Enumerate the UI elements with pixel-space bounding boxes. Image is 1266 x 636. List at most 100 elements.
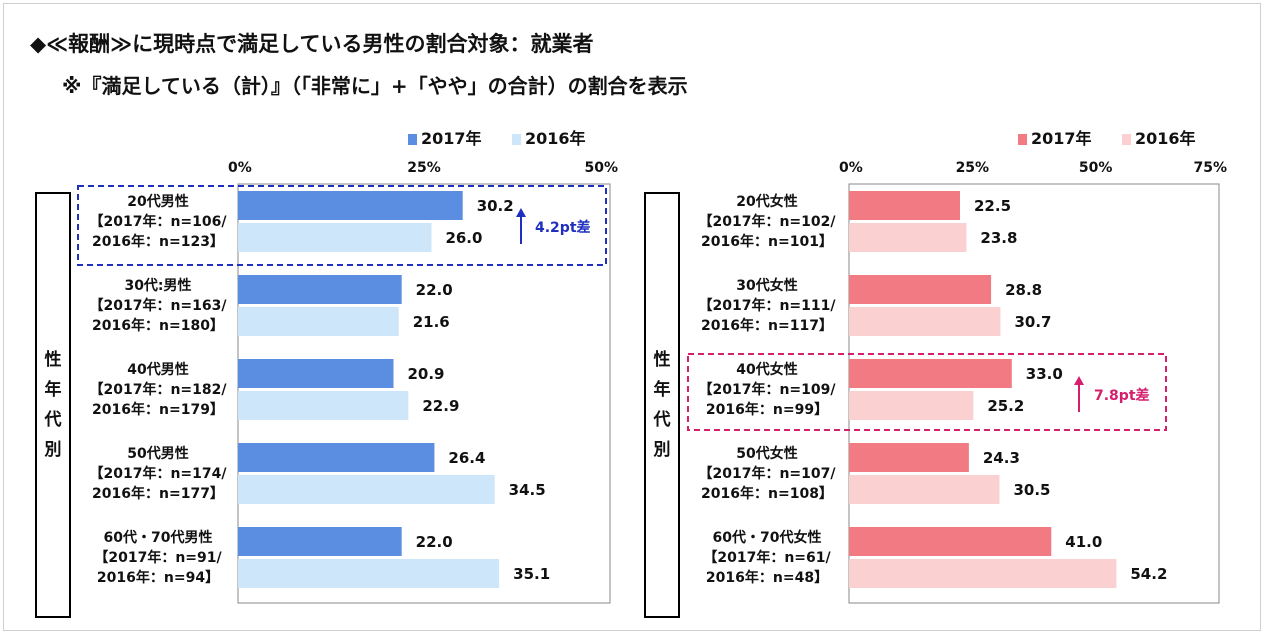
bar [238,443,435,472]
legend-entry: 2016年 [1135,129,1196,148]
category-label: 60代・70代男性 [104,529,213,546]
category-sample-size: 2016年：n=179】 [92,401,224,418]
bar [238,527,402,556]
data-label: 54.2 [1130,565,1167,583]
category-sample-size: 2016年：n=48】 [706,569,828,586]
x-tick-label: 50% [1079,160,1113,176]
data-label: 34.5 [509,481,546,499]
legend-entry: 2016年 [525,129,586,148]
category-label: 20代女性 [736,193,797,210]
category-sample-size: 【2017年：n=107/ [699,465,837,482]
category-sample-size: 【2017年：n=91/ [94,549,222,566]
category-label: 60代・70代女性 [713,529,822,546]
data-label: 20.9 [407,365,444,383]
category-label: 50代男性 [127,445,188,462]
category-label: 30代女性 [736,277,797,294]
side-label-char: 性 [44,350,62,370]
data-label: 26.4 [448,449,485,467]
category-sample-size: 2016年：n=177】 [92,485,224,502]
category-sample-size: 2016年：n=99】 [706,401,828,418]
bar [238,191,463,220]
bar [849,527,1052,556]
bar [849,223,967,252]
arrow-up-icon [516,208,526,217]
bar [238,275,402,304]
highlight-box [687,353,1167,431]
data-label: 28.8 [1005,281,1042,299]
side-label-left: 性 年 代 別 [35,192,71,618]
data-label: 22.5 [974,197,1011,215]
data-label: 41.0 [1065,533,1102,551]
category-sample-size: 2016年：n=123】 [92,233,224,250]
bar [238,559,500,588]
category-sample-size: 【2017年：n=182/ [90,381,228,398]
bar [849,359,1012,388]
category-sample-size: 2016年：n=117】 [701,317,833,334]
side-label-char: 性 [653,350,671,370]
legend-swatch [408,134,417,145]
bar [849,307,1001,336]
category-sample-size: 【2017年：n=111/ [699,297,837,314]
x-tick-label: 0% [228,160,252,176]
legend-swatch [1122,134,1131,145]
category-sample-size: 2016年：n=180】 [92,317,224,334]
bar [238,223,432,252]
side-label-char: 年 [653,380,671,400]
category-label: 20代男性 [127,193,188,210]
bar [238,391,409,420]
bar [849,275,992,304]
data-label: 22.0 [416,281,453,299]
bar [238,307,399,336]
side-label-char: 代 [44,410,62,430]
data-label: 25.2 [987,397,1024,415]
category-sample-size: 【2017年：n=61/ [703,549,831,566]
data-label: 26.0 [445,229,482,247]
legend-swatch [512,134,521,145]
data-label: 22.0 [416,533,453,551]
data-label: 30.5 [1013,481,1050,499]
category-label: 50代女性 [736,445,797,462]
category-sample-size: 【2017年：n=106/ [90,213,228,230]
figure-frame [3,3,1261,631]
data-label: 21.6 [413,313,450,331]
difference-annotation: 7.8pt差 [1094,387,1150,404]
data-label: 23.8 [980,229,1017,247]
data-label: 24.3 [983,449,1020,467]
bar [849,443,969,472]
arrow-up-icon [1074,376,1084,385]
category-label: 40代女性 [736,361,797,378]
side-label-char: 代 [653,410,671,430]
category-sample-size: 2016年：n=101】 [701,233,833,250]
category-label: 30代:男性 [124,277,191,294]
category-sample-size: 2016年：n=108】 [701,485,833,502]
legend-swatch [1018,134,1027,145]
category-sample-size: 2016年：n=94】 [97,569,219,586]
category-sample-size: 【2017年：n=102/ [699,213,837,230]
data-label: 33.0 [1026,365,1063,383]
x-tick-label: 0% [839,160,863,176]
legend-entry: 2017年 [1031,129,1092,148]
category-sample-size: 【2017年：n=163/ [90,297,228,314]
page-title: ◆≪報酬≫に現時点で満足している男性の割合対象：就業者 [30,32,594,56]
x-tick-label: 75% [1193,160,1227,176]
side-label-right: 性 年 代 別 [644,192,680,618]
category-label: 40代男性 [127,361,188,378]
data-label: 30.2 [477,197,514,215]
difference-annotation: 4.2pt差 [535,219,591,236]
x-tick-label: 25% [407,160,441,176]
x-tick-label: 25% [956,160,990,176]
data-label: 35.1 [513,565,550,583]
side-label-char: 別 [653,440,671,460]
side-label-char: 年 [44,380,62,400]
data-label: 22.9 [422,397,459,415]
x-tick-label: 50% [584,160,618,176]
bar [849,475,1000,504]
highlight-box [77,185,607,266]
side-label-char: 別 [44,440,62,460]
bar [849,191,960,220]
legend-entry: 2017年 [421,129,482,148]
page-subtitle: ※『満足している（計）』（「非常に」+「やや」の合計）の割合を表示 [62,74,688,98]
bar [849,391,974,420]
category-sample-size: 【2017年：n=109/ [699,381,837,398]
